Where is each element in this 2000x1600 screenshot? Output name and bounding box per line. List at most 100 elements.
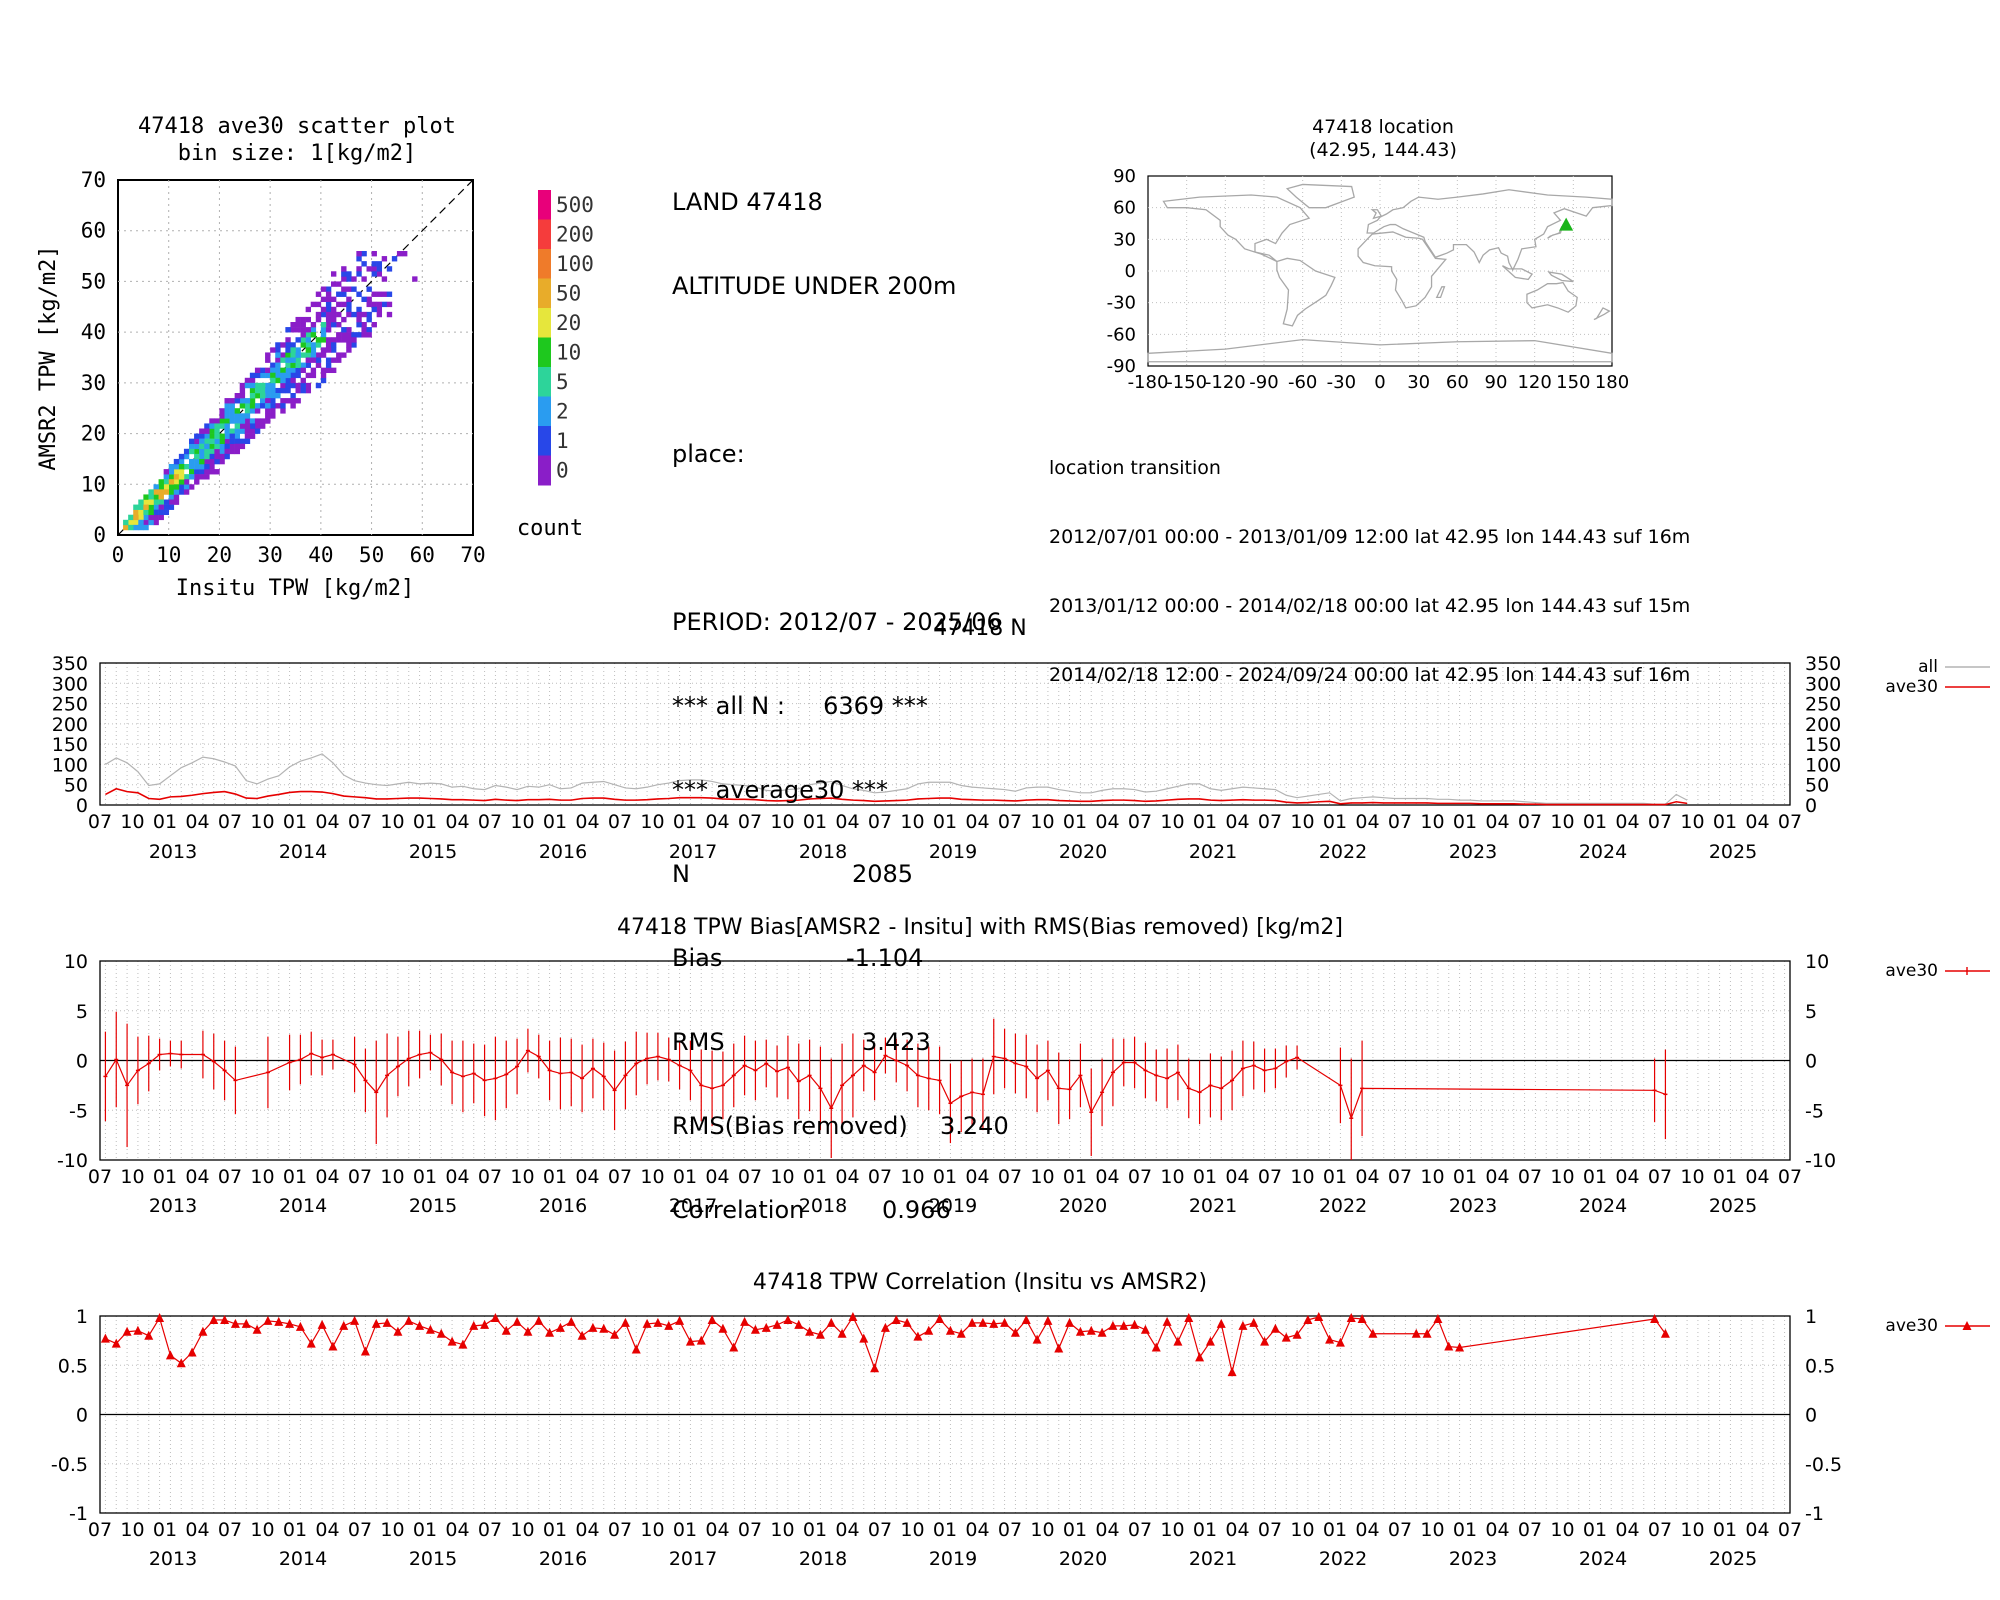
x-month-label: 07 [738, 1166, 762, 1188]
scatter-bin [239, 398, 246, 404]
scatter-bin [310, 322, 317, 328]
correlation-point [350, 1315, 360, 1325]
scatter-bin [249, 408, 256, 414]
scatter-bin [290, 362, 296, 368]
map-lon-tick: -90 [1249, 372, 1278, 393]
colorbar-label: 5 [556, 370, 569, 394]
scatter-bin [249, 377, 256, 384]
x-month-label: 07 [1518, 811, 1542, 833]
correlation-point [490, 1312, 500, 1322]
scatter-bin [178, 469, 185, 475]
scatter-bin [270, 393, 276, 399]
correlation-point [891, 1314, 901, 1324]
scatter-bin [244, 428, 251, 434]
correlation-point [1184, 1312, 1194, 1322]
x-month-label: 04 [705, 1166, 729, 1188]
x-month-label: 04 [1745, 1519, 1769, 1541]
x-month-label: 04 [315, 811, 339, 833]
correlation-point [837, 1328, 847, 1338]
scatter-bin [234, 443, 241, 450]
x-month-label: 07 [1778, 811, 1802, 833]
scatter-bin [290, 393, 296, 399]
scatter-bin [244, 433, 251, 439]
scatter-bin [315, 357, 322, 363]
x-month-label: 10 [1420, 1166, 1444, 1188]
scatter-bin [366, 316, 372, 323]
scatter-bin [178, 489, 185, 495]
scatter-bin [325, 342, 332, 348]
x-month-label: 07 [218, 1519, 242, 1541]
scatter-bin [209, 433, 215, 439]
x-month-label: 01 [803, 811, 827, 833]
correlation-point [555, 1322, 565, 1332]
scatter-bin [265, 372, 271, 379]
scatter-bin [270, 403, 276, 409]
x-month-label: 04 [1095, 811, 1119, 833]
scatter-bin [143, 514, 149, 521]
scatter-bin [219, 458, 225, 465]
map-coastline [1502, 265, 1534, 281]
correlation-point [1303, 1314, 1313, 1324]
scatter-bin [163, 474, 170, 480]
correlation-point [306, 1338, 316, 1348]
scatter-bin [320, 322, 327, 328]
x-month-label: 10 [640, 1166, 664, 1188]
scatter-bin [153, 489, 159, 495]
scatter-bin [209, 443, 215, 450]
scatter-bin [199, 443, 205, 450]
scatter-bin [325, 296, 332, 303]
scatter-bin [290, 347, 296, 353]
x-year-label: 2017 [669, 1548, 717, 1570]
scatter-bin [254, 372, 261, 379]
colorbar-segment [538, 249, 551, 279]
scatter-bin [346, 271, 352, 277]
transition-title: location transition [1049, 457, 1221, 479]
scatter-bin [295, 382, 301, 389]
x-month-label: 07 [1258, 1519, 1282, 1541]
correlation-point [1433, 1313, 1443, 1323]
y-tick-label-right: 300 [1805, 673, 1841, 695]
scatter-bin [331, 337, 337, 343]
x-month-label: 10 [1550, 811, 1574, 833]
scatter-bin [310, 357, 317, 363]
scatter-bin [229, 443, 235, 450]
scatter-bin [229, 433, 235, 439]
scatter-bin [300, 382, 306, 389]
x-month-label: 01 [1583, 1166, 1607, 1188]
scatter-bin [376, 266, 383, 272]
scatter-bin [234, 448, 241, 455]
x-month-label: 10 [1680, 1519, 1704, 1541]
scatter-bin [254, 418, 261, 424]
correlation-point [1065, 1317, 1075, 1327]
scatter-bin [290, 377, 296, 384]
x-month-label: 04 [1355, 1519, 1379, 1541]
correlation-point [100, 1333, 110, 1343]
scatter-bin [163, 489, 170, 495]
scatter-bin [285, 367, 291, 374]
scatter-bin [285, 382, 291, 389]
correlation-point [523, 1326, 533, 1336]
scatter-bin [376, 301, 383, 308]
correlation-point [1238, 1320, 1248, 1330]
scatter-bin [300, 362, 306, 368]
map-coastline [1285, 183, 1355, 209]
x-year-label: 2021 [1189, 841, 1237, 863]
scatter-bin [234, 398, 241, 404]
legend-label: ave30 [1885, 677, 1938, 697]
scatter-ticks: 00 10 10 20 20 30 30 40 40 50 50 60 60 70 70 [81, 168, 486, 567]
colorbar-label: 20 [556, 311, 581, 335]
scatter-bin [305, 387, 312, 394]
info-land: LAND 47418 [672, 188, 823, 216]
map-lat-tick: 60 [1113, 198, 1136, 219]
colorbar-segment [538, 308, 551, 338]
scatter-bin [295, 367, 301, 374]
x-month-label: 04 [1225, 1519, 1249, 1541]
scatter-bin [163, 484, 170, 490]
correlation-point [415, 1320, 425, 1330]
scatter-bin [143, 524, 149, 531]
scatter-bin [194, 448, 200, 455]
x-month-label: 10 [1160, 1166, 1184, 1188]
x-month-label: 07 [478, 1519, 502, 1541]
map-coastline [1593, 307, 1611, 321]
correlation-point [978, 1317, 988, 1327]
